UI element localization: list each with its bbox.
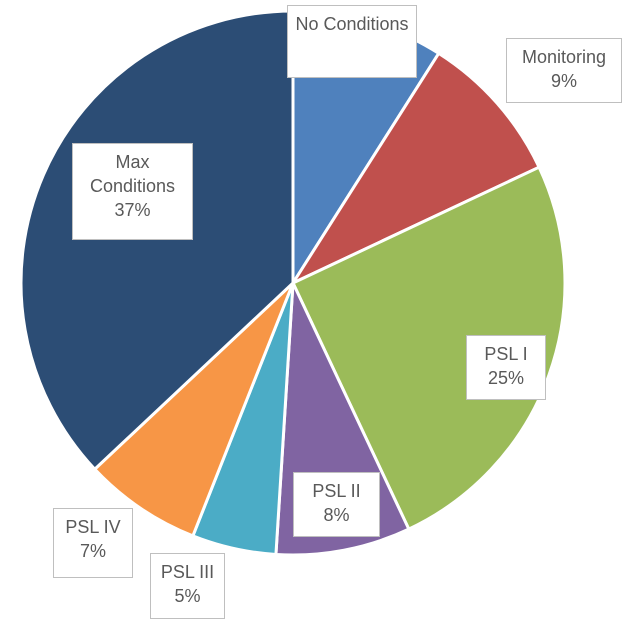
value-label: 37% [114,200,151,220]
category-label: PSL I [484,344,528,364]
data-label: PSL I 25% [466,335,546,400]
category-label: Monitoring [521,47,607,67]
value-label: 25% [487,368,525,388]
data-label: PSL IV 7% [53,508,133,578]
pie-slice [19,9,295,472]
data-label: Max Conditions 37% [72,143,193,240]
category-label: PSL II [312,481,361,501]
pie-slice [291,165,567,532]
category-label: PSL III [160,562,215,582]
category-label: PSL IV [65,517,121,537]
data-label: No Conditions [287,5,417,78]
data-label: PSL III 5% [150,553,225,619]
data-label: Monitoring 9% [506,38,622,103]
category-label: No Conditions [295,14,409,34]
pie-slice [92,281,295,538]
value-label: 5% [174,586,201,606]
value-label: 7% [79,541,106,561]
value-label: 9% [550,71,577,91]
data-label: PSL II 8% [293,472,380,537]
category-label: Max Conditions [89,152,176,196]
pie-slice [288,51,542,287]
value-label: 8% [323,505,350,525]
